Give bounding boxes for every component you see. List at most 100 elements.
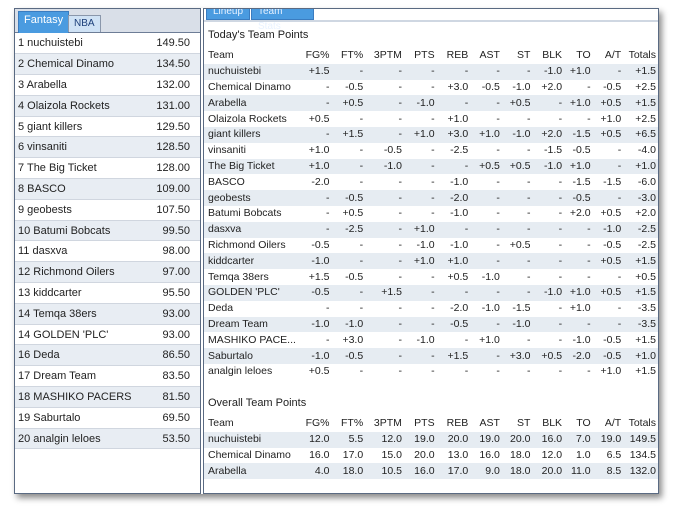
table-row[interactable]: dasxva - -2.5- +1.0- - - - - -1.0 -2.5: [204, 221, 658, 238]
standings-row[interactable]: 18 MASHIKO PACERS 81.50: [15, 386, 200, 408]
stat-cell: +1.5: [635, 365, 656, 378]
standings-row[interactable]: 4 Olaizola Rockets 131.00: [15, 95, 200, 117]
column-header[interactable]: Totals: [628, 417, 656, 430]
column-header[interactable]: 3PTM: [373, 417, 402, 430]
standings-row[interactable]: 7 The Big Ticket 128.00: [15, 157, 200, 180]
table-row[interactable]: geobests - -0.5- - -2.0- - - -0.5- -3.0: [204, 190, 658, 206]
column-header[interactable]: Team: [208, 417, 234, 430]
table-row[interactable]: Olaizola Rockets +0.5- - - +1.0- - - - +1.0 +2.5: [204, 111, 658, 127]
table-row[interactable]: Saburtalo -1.0 -0.5- - +1.5- +3.0 +0.5 -2.0 -0.5…: [204, 348, 658, 364]
table-row[interactable]: Temqa 38ers +1.5 -0.5- - +0.5 -1.0- - - - +0.5: [204, 269, 658, 285]
standings-row[interactable]: 2 Chemical Dinamo 134.50: [15, 53, 200, 76]
column-header[interactable]: PTS: [414, 49, 435, 62]
stat-cell: +0.5: [342, 96, 364, 109]
table-row[interactable]: Batumi Bobcats - +0.5- - -1.0- - - +2.0 +0.5 +2.0: [204, 206, 658, 222]
stat-cell: +1.0: [635, 159, 656, 172]
stat-cell: -: [526, 223, 531, 236]
column-header[interactable]: A/T: [604, 417, 622, 430]
table-row[interactable]: Richmond Oilers -0.5- - -1.0 -1.0- +0.5- - -0.5…: [204, 238, 658, 254]
column-header[interactable]: FT%: [341, 49, 364, 62]
standings-row[interactable]: 6 vinsaniti 128.50: [15, 136, 200, 159]
standings-row[interactable]: 13 kiddcarter 95.50: [15, 282, 200, 304]
stat-cell: 16.0: [309, 448, 330, 461]
stat-cell: -: [431, 302, 435, 315]
team-cell: Richmond Oilers: [208, 238, 286, 251]
team-name: 17 Dream Team: [15, 365, 150, 388]
overall-title: Overall Team Points: [208, 397, 307, 409]
team-cell: nuchuistebi: [208, 433, 262, 446]
team-name: 20 analgin leloes: [15, 428, 150, 450]
stat-cell: +0.5: [600, 286, 622, 299]
table-row[interactable]: MASHIKO PACE... - +3.0- -1.0- +1.0- - -1.0 -0.5…: [204, 332, 658, 348]
table-row[interactable]: Dream Team -1.0 -1.0- - -0.5- -1.0- - - -3.5: [204, 316, 658, 333]
column-header[interactable]: FG%: [305, 417, 330, 430]
column-header[interactable]: 3PTM: [373, 49, 402, 62]
table-row[interactable]: Chemical Dinamo 16.0 17.0 15.0 20.0 13.0 16.0 1…: [204, 448, 658, 464]
standings-row[interactable]: 16 Deda 86.50: [15, 344, 200, 367]
team-cell: Batumi Bobcats: [208, 207, 282, 220]
standings-row[interactable]: 3 Arabella 132.00: [15, 74, 200, 96]
team-name: 10 Batumi Bobcats: [15, 220, 150, 242]
table-row[interactable]: Chemical Dinamo - -0.5- - +3.0 -0.5 -1.0 +2.0- -…: [204, 80, 658, 96]
table-row[interactable]: GOLDEN 'PLC' -0.5- +1.5- - - - -1.0 +1.0 +0.5 +1.…: [204, 284, 658, 301]
table-row[interactable]: Deda - - - - -2.0 -1.0 -1.5- +1.0- -3.5: [204, 301, 658, 317]
column-header[interactable]: PTS: [414, 417, 435, 430]
team-cell: kiddcarter: [208, 254, 255, 267]
stat-cell: +1.0: [413, 128, 435, 141]
column-header[interactable]: TO: [576, 49, 591, 62]
table-row[interactable]: The Big Ticket +1.0- -1.0- - +0.5 +0.5 -1.0 +1.…: [204, 158, 658, 175]
table-row[interactable]: nuchuistebi 12.0 5.5 12.0 19.0 20.0 19.0 20.0 16…: [204, 431, 658, 448]
column-header[interactable]: BLK: [542, 49, 563, 62]
table-row[interactable]: Arabella - +0.5- -1.0- - +0.5- +1.0 +0.5 +1.5: [204, 95, 658, 112]
standings-row[interactable]: 17 Dream Team 83.50: [15, 365, 200, 388]
tab-lineup[interactable]: Lineup: [206, 9, 250, 20]
table-row[interactable]: giant killers - +1.5- +1.0 +3.0 +1.0 -1.0 +2.0-…: [204, 126, 658, 143]
table-row[interactable]: Arabella 4.0 18.0 10.5 16.0 17.0 9.0 18.0 20.0 11…: [204, 463, 658, 480]
stat-cell: -1.5: [543, 144, 563, 157]
table-row[interactable]: kiddcarter -1.0- - +1.0 +1.0- - - - +0.5 +1.5: [204, 253, 658, 270]
standings-row[interactable]: 1 nuchuistebi 149.50: [15, 33, 200, 55]
standings-row[interactable]: 19 Saburtalo 69.50: [15, 407, 200, 429]
column-header[interactable]: AST: [479, 49, 500, 62]
table-row[interactable]: analgin leloes +0.5- - - - - - - - +1.0 +1.5: [204, 364, 658, 380]
tab-fantasy[interactable]: Fantasy: [18, 11, 70, 33]
team-name: 8 BASCO: [15, 178, 150, 200]
standings-row[interactable]: 8 BASCO 109.00: [15, 178, 200, 200]
column-header[interactable]: A/T: [604, 49, 622, 62]
table-row[interactable]: vinsaniti +1.0- -0.5- -2.5- - -1.5 -0.5- -4.0: [204, 143, 658, 159]
standings-row[interactable]: 5 giant killers 129.50: [15, 116, 200, 138]
column-header[interactable]: AST: [479, 417, 500, 430]
team-score: 134.50: [149, 53, 200, 76]
standings-row[interactable]: 10 Batumi Bobcats 99.50: [15, 220, 200, 242]
standings-row[interactable]: 14 GOLDEN 'PLC' 93.00: [15, 324, 200, 346]
column-header[interactable]: FG%: [305, 49, 330, 62]
stat-cell: 15.0: [381, 448, 402, 461]
column-header[interactable]: ST: [517, 417, 531, 430]
standings-row[interactable]: 11 dasxva 98.00: [15, 240, 200, 263]
standings-row[interactable]: 9 geobests 107.50: [15, 199, 200, 221]
column-header[interactable]: Totals: [628, 49, 656, 62]
standings-row[interactable]: 14 Temqa 38ers 93.00: [15, 303, 200, 325]
standings-row[interactable]: 12 Richmond Oilers 97.00: [15, 261, 200, 284]
stat-cell: -: [526, 144, 531, 157]
standings-row[interactable]: 20 analgin leloes 53.50: [15, 428, 200, 450]
stat-cell: -: [398, 207, 402, 220]
column-header[interactable]: FT%: [341, 417, 364, 430]
tab-nba[interactable]: NBA: [68, 15, 101, 32]
column-header[interactable]: Team: [208, 49, 234, 62]
stat-cell: -1.0: [311, 349, 330, 362]
stat-cell: +3.0: [509, 349, 531, 362]
column-header[interactable]: ST: [517, 49, 531, 62]
stat-cell: +3.0: [342, 333, 364, 346]
stat-cell: -3.5: [637, 317, 656, 330]
column-header[interactable]: BLK: [542, 417, 563, 430]
column-header[interactable]: REB: [446, 417, 469, 430]
column-header[interactable]: TO: [576, 417, 591, 430]
table-row[interactable]: BASCO -2.0- - - -1.0- - - -1.5 -1.5 -6.0: [204, 174, 658, 190]
column-header[interactable]: REB: [446, 49, 469, 62]
team-name: 12 Richmond Oilers: [15, 261, 150, 284]
tab-team-stats[interactable]: Team Stats: [251, 9, 314, 32]
table-row[interactable]: nuchuistebi +1.5- - - - - - -1.0 +1.0- +1.5: [204, 63, 658, 80]
app-window: Fantasy NBA 1 nuchuistebi 149.50 2 Chemica…: [14, 8, 659, 494]
stat-cell: -: [558, 223, 563, 236]
